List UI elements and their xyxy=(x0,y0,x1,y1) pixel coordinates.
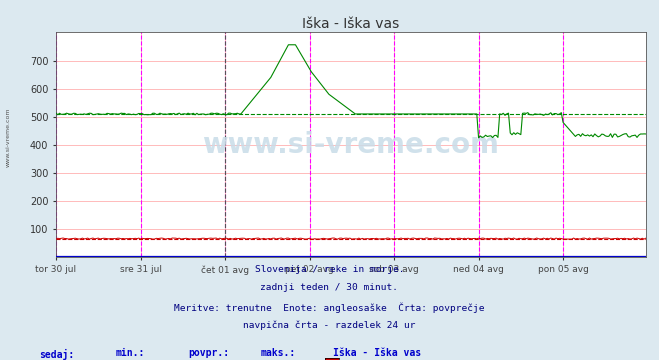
Text: min.:: min.: xyxy=(115,348,145,359)
Title: Iška - Iška vas: Iška - Iška vas xyxy=(302,17,399,31)
Text: www.si-vreme.com: www.si-vreme.com xyxy=(5,107,11,167)
Text: www.si-vreme.com: www.si-vreme.com xyxy=(202,131,500,159)
Text: povpr.:: povpr.: xyxy=(188,348,229,359)
Text: navpična črta - razdelek 24 ur: navpična črta - razdelek 24 ur xyxy=(243,321,416,330)
Text: zadnji teden / 30 minut.: zadnji teden / 30 minut. xyxy=(260,283,399,292)
Text: maks.:: maks.: xyxy=(260,348,295,359)
Text: Slovenija / reke in morje.: Slovenija / reke in morje. xyxy=(255,265,404,274)
Text: Iška - Iška vas: Iška - Iška vas xyxy=(333,348,421,359)
Text: sedaj:: sedaj: xyxy=(40,348,74,360)
Text: Meritve: trenutne  Enote: angleosaške  Črta: povprečje: Meritve: trenutne Enote: angleosaške Črt… xyxy=(174,302,485,312)
